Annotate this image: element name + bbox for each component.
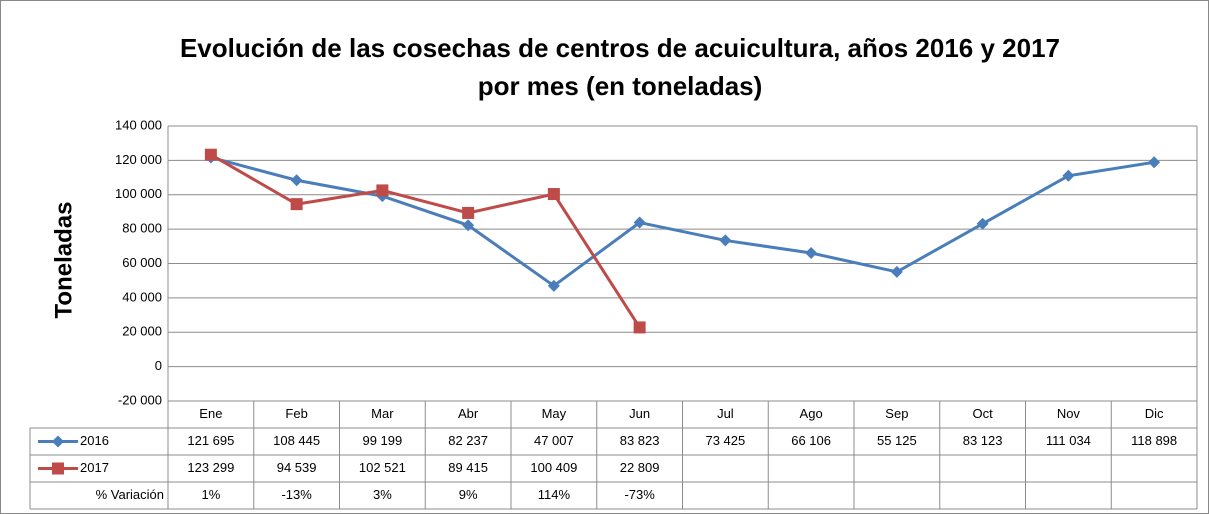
table-value: -13% <box>281 487 312 502</box>
table-value: 83 823 <box>620 433 660 448</box>
y-tick-label: 20 000 <box>122 324 162 339</box>
table-value: 89 415 <box>448 460 488 475</box>
table-value: 108 445 <box>273 433 320 448</box>
y-tick-label: 60 000 <box>122 255 162 270</box>
data-point <box>719 234 732 247</box>
table-value: 22 809 <box>620 460 660 475</box>
chart-title: por mes (en toneladas) <box>478 71 763 101</box>
x-tick-label: Jun <box>629 406 650 421</box>
x-tick-label: Sep <box>885 406 908 421</box>
data-point <box>52 462 64 475</box>
table-value: 73 425 <box>705 433 745 448</box>
y-axis-label: Toneladas <box>50 202 77 319</box>
chart-title: Evolución de las cosechas de centros de … <box>180 33 1060 63</box>
data-point <box>1148 156 1161 169</box>
table-value: 118 898 <box>1131 433 1177 448</box>
x-tick-label: Abr <box>458 406 479 421</box>
x-tick-label: Dic <box>1145 406 1164 421</box>
data-point <box>462 219 475 232</box>
table-value: 123 299 <box>187 460 234 475</box>
table-value: 9% <box>459 487 478 502</box>
x-tick-label: Ene <box>199 406 222 421</box>
series-line <box>210 153 641 329</box>
table-value: 102 521 <box>359 460 406 475</box>
x-tick-label: Ago <box>800 406 823 421</box>
data-point <box>204 148 217 161</box>
data-point <box>290 198 303 211</box>
table-value: 47 007 <box>534 433 574 448</box>
data-point <box>805 247 818 260</box>
x-tick-label: May <box>542 406 567 421</box>
data-point <box>52 435 64 448</box>
data-point <box>462 206 475 219</box>
x-tick-label: Feb <box>285 406 307 421</box>
y-tick-label: 0 <box>155 358 162 373</box>
y-tick-label: 40 000 <box>122 289 162 304</box>
table-value: 66 106 <box>791 433 831 448</box>
data-point <box>290 174 303 187</box>
table-value: 1% <box>201 487 220 502</box>
table-row-label: % Variación <box>96 487 164 502</box>
table-value: 3% <box>373 487 392 502</box>
table-value: 99 199 <box>362 433 402 448</box>
x-tick-label: Mar <box>371 406 394 421</box>
data-point <box>1062 169 1075 182</box>
table-value: 100 409 <box>530 460 577 475</box>
table-value: 83 123 <box>963 433 1003 448</box>
table-value: 94 539 <box>277 460 317 475</box>
x-tick-label: Oct <box>973 406 994 421</box>
legend-label: 2017 <box>80 460 109 475</box>
data-point <box>890 265 903 278</box>
y-tick-label: -20 000 <box>118 392 162 407</box>
table-value: 121 695 <box>187 433 234 448</box>
x-tick-label: Jul <box>717 406 734 421</box>
data-point <box>376 184 389 197</box>
table-value: -73% <box>624 487 655 502</box>
y-tick-label: 140 000 <box>115 117 162 132</box>
data-point <box>633 321 646 334</box>
data-point <box>547 188 560 201</box>
data-point <box>547 279 560 292</box>
y-tick-label: 80 000 <box>122 221 162 236</box>
y-tick-label: 120 000 <box>115 152 162 167</box>
table-value: 82 237 <box>448 433 488 448</box>
legend-label: 2016 <box>80 433 109 448</box>
data-point <box>633 216 646 229</box>
table-value: 111 034 <box>1046 433 1091 448</box>
y-tick-label: 100 000 <box>115 186 162 201</box>
x-tick-label: Nov <box>1057 406 1081 421</box>
table-value: 55 125 <box>877 433 917 448</box>
data-point <box>976 217 989 230</box>
table-value: 114% <box>538 487 571 502</box>
